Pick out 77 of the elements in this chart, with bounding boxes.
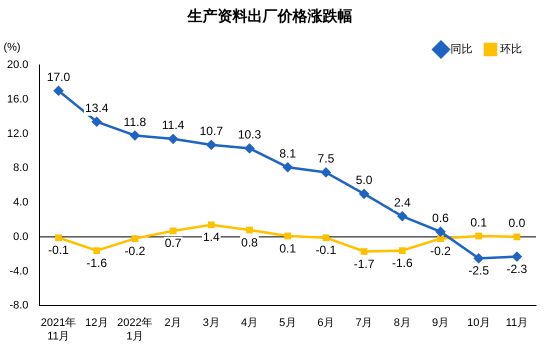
data-label: 2.4 <box>394 196 411 210</box>
point <box>55 234 62 242</box>
x-tick-label: 4月 <box>240 317 258 330</box>
x-tick-label: 9月 <box>432 317 450 330</box>
point <box>170 227 176 234</box>
data-label: -0.1 <box>316 243 337 258</box>
y-tick-label: 4.0 <box>13 196 28 209</box>
data-label: -0.1 <box>48 243 70 258</box>
point <box>360 248 368 255</box>
data-label: -1.7 <box>354 256 375 271</box>
data-label: 0.7 <box>164 236 182 250</box>
x-tick-label: 10月 <box>467 317 490 330</box>
x-tick-label: 2022年 1月 <box>117 317 153 342</box>
point <box>398 247 406 254</box>
y-tick-label: -4.0 <box>9 265 28 278</box>
point <box>132 235 138 242</box>
point <box>130 130 140 140</box>
x-tick-label: 12月 <box>85 317 108 330</box>
point <box>475 232 482 240</box>
data-label: 0.1 <box>279 241 296 256</box>
y-tick-label: 8.0 <box>13 162 28 174</box>
data-label: -0.2 <box>430 244 452 258</box>
x-tick-label: 2021年 11月 <box>40 317 76 342</box>
x-tick-label: 7月 <box>356 317 373 330</box>
point <box>398 211 408 221</box>
data-label: -2.3 <box>506 262 528 276</box>
point <box>208 221 215 228</box>
data-label: 7.5 <box>318 152 335 166</box>
point <box>512 252 522 262</box>
y-tick-label: 12.0 <box>6 128 28 140</box>
legend-label: 同比 <box>450 42 472 56</box>
point <box>54 86 64 96</box>
data-label: 0.0 <box>508 216 526 230</box>
y-tick-label: -8.0 <box>9 300 28 312</box>
data-label: 10.3 <box>238 128 262 142</box>
chart-title: 生产资料出厂价格涨跌幅 <box>186 8 352 26</box>
y-tick-label: 16.0 <box>6 93 28 106</box>
data-label: 10.7 <box>200 124 224 138</box>
data-label: 11.8 <box>124 114 146 129</box>
point <box>244 144 254 154</box>
data-label: -2.5 <box>468 264 490 278</box>
y-tick-label: 20.0 <box>6 59 28 72</box>
point <box>437 235 444 242</box>
data-label: -0.2 <box>124 244 146 258</box>
data-label: 17.0 <box>46 70 71 84</box>
point <box>284 232 292 240</box>
point <box>206 140 216 150</box>
x-tick-label: 11月 <box>506 317 528 330</box>
x-tick-label: 6月 <box>317 317 334 330</box>
point <box>474 254 484 264</box>
data-label: 0.1 <box>470 215 488 230</box>
legend-label: 环比 <box>500 42 522 56</box>
point <box>514 233 520 240</box>
point <box>321 168 331 178</box>
data-label: 0.6 <box>432 211 450 226</box>
y-tick-label: 0.0 <box>13 230 28 243</box>
data-label: -1.6 <box>392 256 413 270</box>
data-label: 5.0 <box>356 173 373 188</box>
x-tick-label: 8月 <box>394 317 411 330</box>
data-label: -1.6 <box>86 256 108 270</box>
point <box>92 116 102 126</box>
point <box>282 162 292 172</box>
point <box>322 234 330 242</box>
data-label: 13.4 <box>85 101 109 116</box>
x-tick-label: 3月 <box>202 317 220 330</box>
y-axis-title: (%) <box>3 42 21 54</box>
data-label: 11.4 <box>162 118 185 132</box>
point <box>246 226 253 234</box>
point <box>168 134 178 144</box>
data-label: 1.4 <box>202 230 220 244</box>
data-label: 0.8 <box>241 235 258 250</box>
x-tick-label: 2月 <box>164 317 182 330</box>
x-tick-label: 5月 <box>279 317 296 330</box>
point <box>436 226 446 236</box>
point <box>359 189 369 199</box>
data-label: 8.1 <box>279 146 296 161</box>
point <box>93 247 100 254</box>
